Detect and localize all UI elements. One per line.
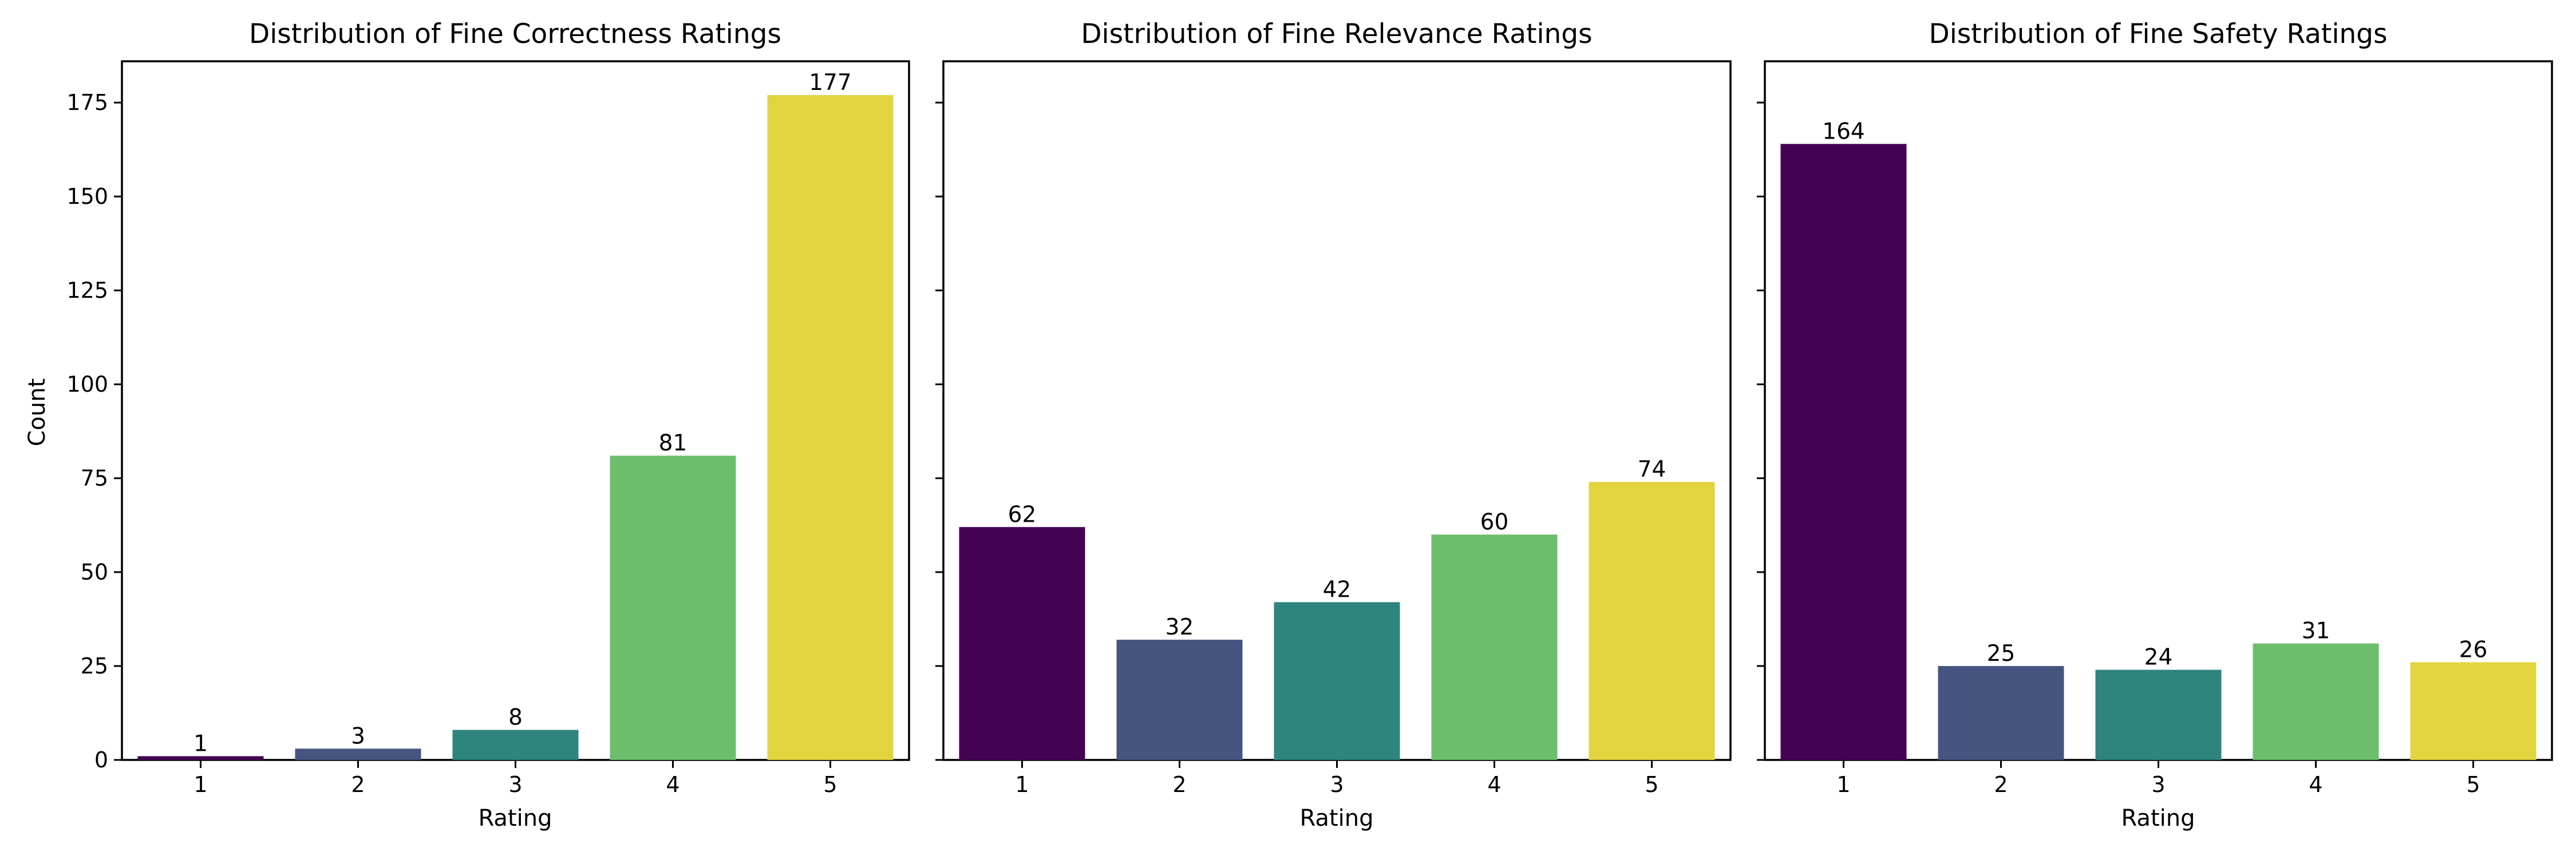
y-tick-label: 0: [94, 747, 108, 773]
y-tick-label: 100: [66, 372, 108, 397]
panel-relevance: Distribution of Fine Relevance Ratings R…: [942, 18, 1732, 832]
bar-rating-5: [767, 95, 894, 761]
bar-value-label: 164: [1822, 119, 1864, 144]
panel-title: Distribution of Fine Relevance Ratings: [1081, 18, 1592, 50]
x-tick-label: 5: [823, 772, 837, 797]
x-tick-label: 4: [1487, 772, 1501, 797]
bar-rating-3: [452, 730, 579, 760]
panel-title: Distribution of Fine Correctness Ratings: [249, 18, 781, 50]
bar-value-label: 1: [193, 731, 208, 756]
bar-rating-5: [2410, 662, 2537, 760]
x-tick-label: 4: [2309, 772, 2322, 797]
panel-title: Distribution of Fine Safety Ratings: [1929, 18, 2388, 50]
y-tick-label: 25: [81, 653, 108, 679]
bar-value-label: 60: [1480, 509, 1509, 535]
bar-value-label: 74: [1638, 457, 1666, 483]
panel-correctness: Distribution of Fine Correctness Ratings…: [24, 18, 910, 832]
bar-rating-1: [1780, 144, 1907, 761]
panel-safety: Distribution of Fine Safety Ratings Rati…: [1764, 18, 2553, 832]
bar-value-label: 177: [809, 70, 851, 96]
bar-rating-3: [1274, 602, 1400, 760]
y-tick-label: 150: [66, 184, 108, 209]
bar-rating-3: [2095, 669, 2222, 760]
x-axis-label: Rating: [479, 805, 552, 832]
x-axis-label: Rating: [1300, 805, 1374, 832]
y-tick-label: 125: [66, 278, 108, 303]
bar-value-label: 3: [351, 723, 365, 749]
x-tick-label: 2: [1172, 772, 1186, 797]
y-tick-label: 175: [66, 90, 108, 115]
bar-value-label: 25: [1987, 641, 2016, 667]
x-tick-label: 2: [1994, 772, 2008, 797]
bar-value-label: 42: [1323, 577, 1352, 603]
x-axis-label: Rating: [2121, 805, 2195, 832]
bar-rating-2: [295, 748, 421, 760]
x-tick-label: 4: [666, 772, 679, 797]
bar-value-label: 26: [2459, 637, 2488, 663]
bar-value-label: 31: [2302, 618, 2330, 644]
x-tick-label: 1: [1836, 772, 1850, 797]
y-tick-label: 75: [81, 466, 108, 491]
bar-rating-2: [1116, 640, 1243, 760]
bar-value-label: 81: [659, 431, 688, 456]
y-tick-label: 50: [81, 559, 108, 585]
bar-value-label: 32: [1165, 614, 1194, 640]
bar-rating-5: [1589, 482, 1715, 760]
bar-rating-4: [610, 455, 736, 760]
x-tick-label: 3: [1330, 772, 1344, 797]
x-tick-label: 3: [508, 772, 522, 797]
bar-value-label: 62: [1008, 502, 1037, 527]
bar-rating-4: [2253, 643, 2379, 760]
x-tick-label: 1: [193, 772, 207, 797]
x-tick-label: 2: [351, 772, 365, 797]
bar-value-label: 24: [2144, 645, 2173, 671]
x-tick-label: 5: [1645, 772, 1658, 797]
bar-value-label: 8: [508, 705, 523, 731]
bar-rating-2: [1938, 666, 2064, 760]
y-axis-label: Count: [24, 379, 50, 447]
bar-rating-1: [959, 527, 1085, 760]
bar-rating-1: [137, 756, 264, 760]
bar-rating-4: [1431, 534, 1558, 760]
x-tick-label: 5: [2466, 772, 2480, 797]
x-tick-label: 3: [2151, 772, 2165, 797]
chart-marks: 0255075100125150175112338481517716223234…: [66, 70, 2537, 797]
x-tick-label: 1: [1015, 772, 1029, 797]
